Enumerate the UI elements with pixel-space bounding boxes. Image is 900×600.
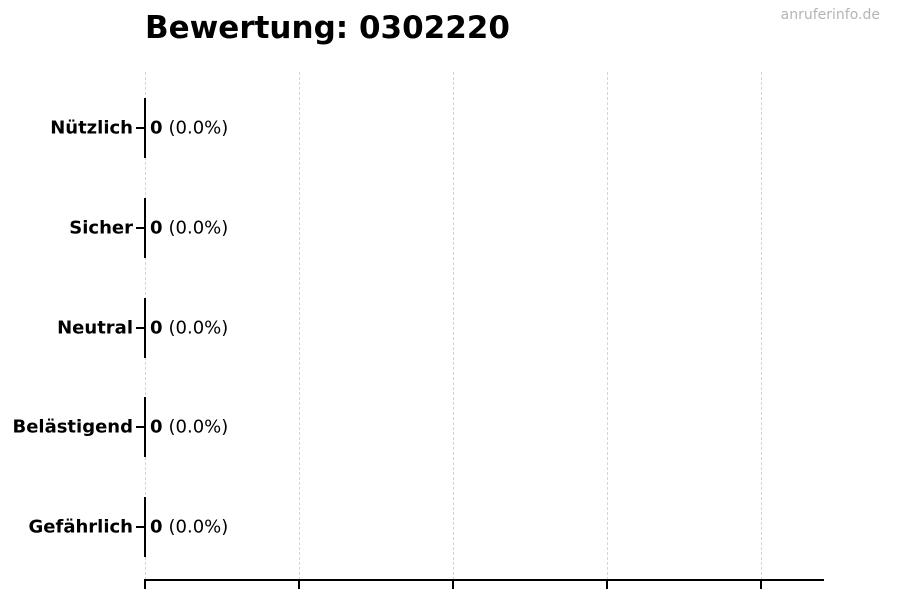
category-label: Neutral: [57, 317, 133, 339]
bar-outline: [144, 397, 146, 457]
y-axis-tick: [136, 426, 145, 428]
y-axis-tick: [136, 526, 145, 528]
category-label: Sicher: [69, 217, 133, 239]
x-axis-tick: [760, 581, 762, 589]
category-label: Gefährlich: [28, 516, 133, 538]
category-label: Nützlich: [50, 117, 133, 139]
x-gridline: [453, 72, 454, 580]
value-count: 0: [150, 516, 163, 538]
value-count: 0: [150, 217, 163, 239]
x-axis-tick: [298, 581, 300, 589]
bar-outline: [144, 298, 146, 358]
bar-outline: [144, 98, 146, 158]
bar-outline: [144, 198, 146, 258]
x-axis-tick: [606, 581, 608, 589]
value-count: 0: [150, 317, 163, 339]
value-label: 0 (0.0%): [150, 118, 228, 139]
y-axis-tick: [136, 227, 145, 229]
value-percent: (0.0%): [168, 317, 229, 339]
value-count: 0: [150, 117, 163, 139]
x-gridline: [761, 72, 762, 580]
x-axis-line: [144, 579, 824, 581]
value-percent: (0.0%): [168, 416, 229, 438]
x-axis-tick: [144, 581, 146, 589]
value-label: 0 (0.0%): [150, 417, 228, 438]
y-axis-tick: [136, 127, 145, 129]
value-percent: (0.0%): [168, 217, 229, 239]
value-label: 0 (0.0%): [150, 517, 228, 538]
watermark: anruferinfo.de: [780, 7, 880, 23]
value-label: 0 (0.0%): [150, 218, 228, 239]
y-axis-tick: [136, 327, 145, 329]
bar-outline: [144, 497, 146, 557]
category-label: Belästigend: [12, 416, 133, 438]
value-label: 0 (0.0%): [150, 318, 228, 339]
value-percent: (0.0%): [168, 516, 229, 538]
x-gridline: [607, 72, 608, 580]
chart-title: Bewertung: 0302220: [145, 10, 510, 46]
value-percent: (0.0%): [168, 117, 229, 139]
x-axis-tick: [452, 581, 454, 589]
value-count: 0: [150, 416, 163, 438]
x-gridline: [299, 72, 300, 580]
